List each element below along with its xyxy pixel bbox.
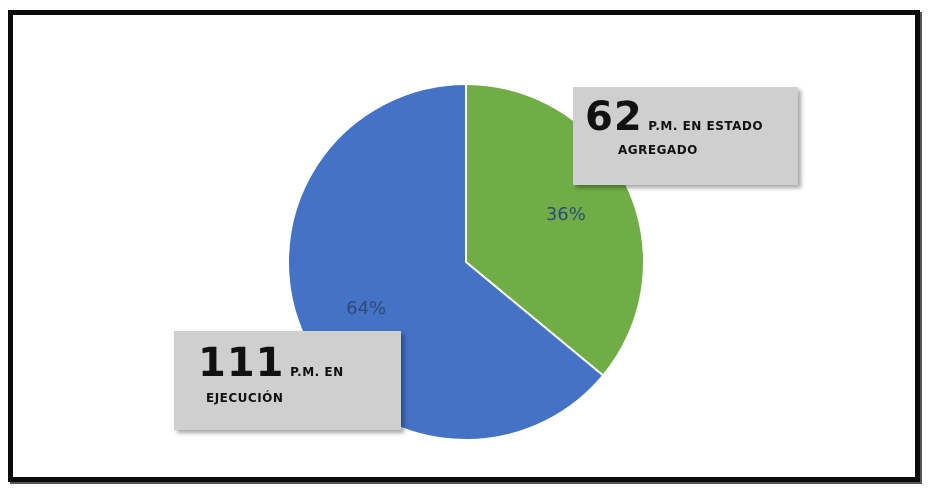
pie-slice-label-0: 36% [546,204,586,225]
pie-slice-labels: 36% 64% [346,204,586,319]
callout-aggregated: 62 P.M. EN ESTADO AGREGADO [573,87,798,185]
chart-border [8,10,920,482]
callout-aggregated-text-line1: P.M. EN ESTADO [648,119,764,133]
callout-aggregated-text-line2: AGREGADO [618,143,698,157]
pie-slice-label-1: 64% [346,298,386,319]
callout-in-execution: 111 P.M. EN EJECUCIÓN [174,331,401,430]
callout-aggregated-number: 62 [585,94,643,140]
callout-execution-number: 111 [198,340,285,386]
callout-execution-text-line1: P.M. EN [290,365,344,379]
callout-execution-text-line2: EJECUCIÓN [206,391,284,405]
